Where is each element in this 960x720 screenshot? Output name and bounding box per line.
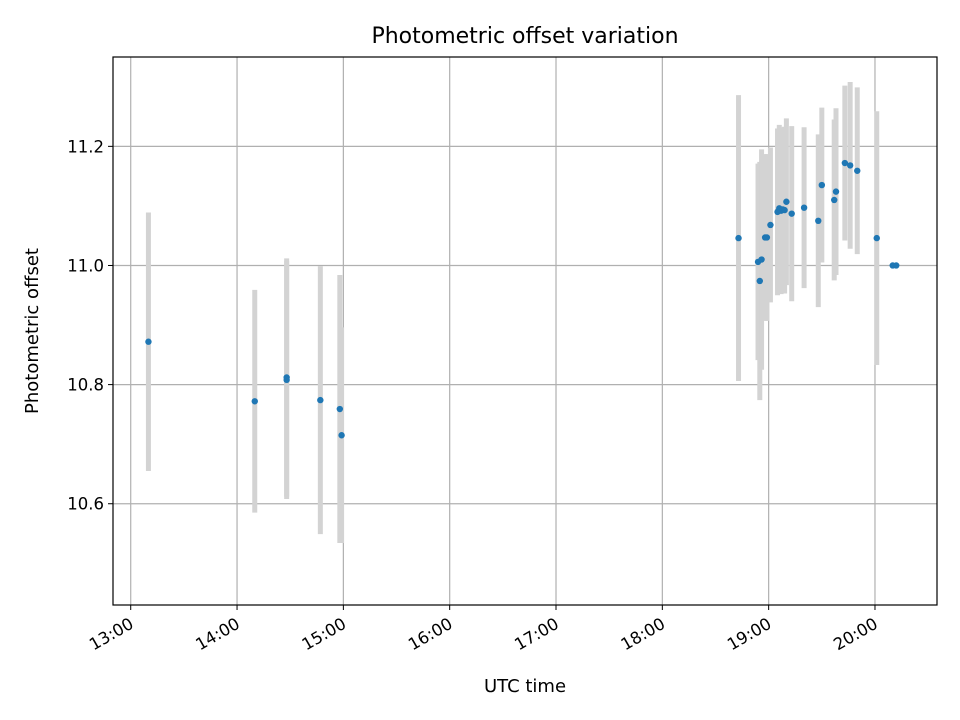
data-point <box>767 221 774 229</box>
x-tick-label: 18:00 <box>618 614 669 654</box>
plot-frame <box>112 56 938 606</box>
plot-area <box>112 56 938 606</box>
data-point <box>832 188 840 195</box>
data-point <box>831 196 838 204</box>
data-point <box>758 256 765 263</box>
data-point <box>873 234 880 242</box>
y-tick-label: 11.0 <box>67 256 104 275</box>
y-axis-ticks: 10.6 10.8 11.0 11.2 <box>67 137 113 514</box>
x-tick-label: 15:00 <box>299 614 350 654</box>
data-point <box>251 398 258 405</box>
data-points <box>145 159 900 439</box>
data-point <box>841 159 849 167</box>
x-axis-label: UTC time <box>484 676 566 697</box>
y-tick-label: 10.6 <box>67 495 104 514</box>
data-point <box>788 210 795 217</box>
data-point <box>735 234 742 242</box>
data-point <box>783 198 790 205</box>
y-tick-label: 10.8 <box>67 376 104 395</box>
x-tick-label: 20:00 <box>830 614 881 654</box>
x-axis-ticks: 13:00 14:00 15:00 16:00 17:00 18:00 19:00 20:00 <box>86 605 881 654</box>
data-point <box>800 204 808 211</box>
x-tick-label: 13:00 <box>86 614 137 654</box>
chart-title: Photometric offset variation <box>371 24 678 49</box>
data-point <box>763 234 771 241</box>
data-point <box>818 181 826 189</box>
error-bars <box>145 82 880 544</box>
data-point <box>317 396 324 404</box>
x-tick-label: 14:00 <box>192 614 243 654</box>
data-point <box>846 162 854 169</box>
grid-lines <box>113 57 937 605</box>
data-point <box>145 338 152 345</box>
data-point <box>781 206 788 214</box>
x-tick-label: 16:00 <box>405 614 456 654</box>
x-tick-label: 19:00 <box>724 614 775 654</box>
data-point <box>338 432 345 439</box>
y-axis-label: Photometric offset <box>22 248 43 414</box>
data-point <box>756 277 763 285</box>
y-tick-label: 11.2 <box>67 137 104 156</box>
data-point <box>283 374 290 381</box>
x-tick-label: 17:00 <box>511 614 562 654</box>
data-point <box>854 167 861 174</box>
data-point <box>893 262 900 269</box>
data-point <box>815 217 822 225</box>
data-point <box>336 405 344 413</box>
